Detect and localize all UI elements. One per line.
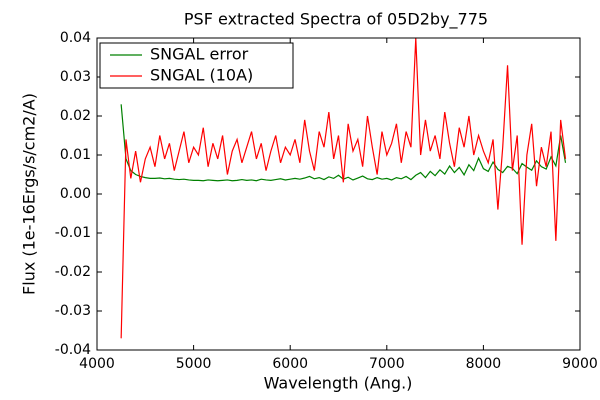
plot-frame: [96, 37, 581, 351]
y-tick-label: -0.04: [55, 342, 91, 358]
x-tick-label: 9000: [562, 356, 598, 372]
y-tick-label: -0.03: [55, 303, 91, 319]
y-tick-label: 0.03: [60, 69, 91, 85]
legend-label: SNGAL (10A): [150, 66, 253, 85]
y-tick-label: -0.02: [55, 264, 91, 280]
y-tick-label: 0.04: [60, 30, 91, 46]
y-tick-label: -0.01: [55, 225, 91, 241]
y-tick-label: 0.01: [60, 147, 91, 163]
x-tick-label: 4000: [79, 356, 115, 372]
legend-box: [99, 42, 294, 89]
legend-label: SNGAL error: [150, 45, 249, 64]
y-axis-label: Flux (1e-16Ergs/s/cm2/A): [20, 93, 39, 295]
x-tick-label: 7000: [369, 356, 405, 372]
x-axis-label: Wavelength (Ang.): [264, 374, 413, 393]
x-tick-label: 6000: [272, 356, 308, 372]
series-line: [120, 38, 567, 339]
y-tick-label: 0.02: [60, 108, 91, 124]
y-tick-label: 0.00: [60, 186, 91, 202]
chart-title: PSF extracted Spectra of 05D2by_775: [184, 10, 488, 30]
x-tick-label: 5000: [176, 356, 212, 372]
x-tick-label: 8000: [466, 356, 502, 372]
